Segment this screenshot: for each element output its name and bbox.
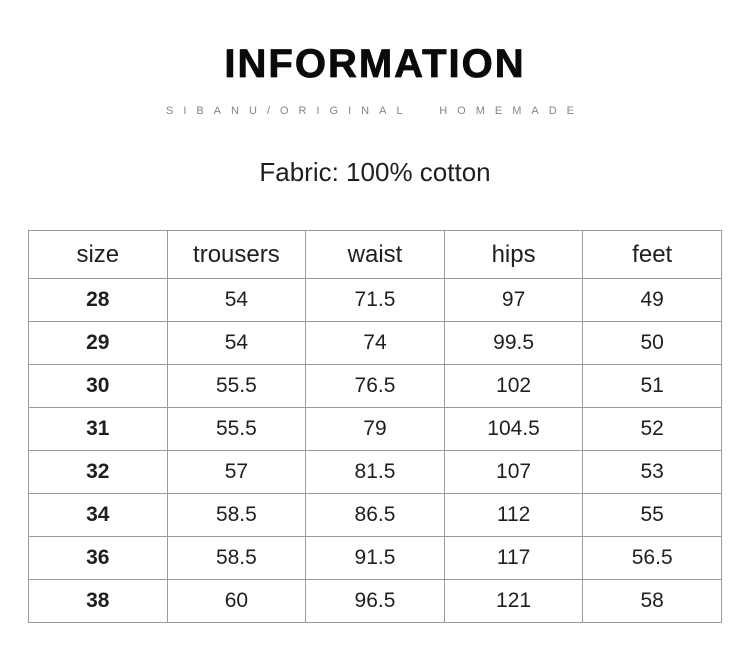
- waist-cell: 71.5: [305, 278, 445, 322]
- size-cell: 28: [28, 278, 168, 322]
- table-row: 28 54 71.5 97 49: [28, 278, 722, 322]
- trousers-cell: 55.5: [166, 407, 307, 451]
- brand-subtitle: SIBANU/ORIGINAL HOMEMADE: [165, 105, 584, 117]
- page-title: INFORMATION: [224, 42, 526, 87]
- feet-cell: 50: [582, 321, 722, 365]
- waist-cell: 81.5: [305, 450, 445, 494]
- fabric-description: Fabric: 100% cotton: [259, 157, 491, 187]
- feet-cell: 49: [582, 278, 722, 322]
- trousers-cell: 57: [166, 450, 307, 494]
- table-row: 36 58.5 91.5 117 56.5: [28, 536, 722, 580]
- trousers-cell: 54: [166, 321, 307, 365]
- table-row: 30 55.5 76.5 102 51: [28, 364, 722, 408]
- column-header-feet: feet: [582, 230, 722, 279]
- size-cell: 31: [28, 407, 168, 451]
- hips-cell: 102: [443, 364, 584, 408]
- hips-cell: 97: [443, 278, 584, 322]
- header-row: size trousers waist hips feet: [28, 230, 722, 279]
- hips-cell: 117: [443, 536, 584, 580]
- feet-cell: 56.5: [582, 536, 722, 580]
- column-header-hips: hips: [443, 230, 584, 279]
- hips-cell: 121: [443, 579, 584, 623]
- size-cell: 29: [28, 321, 168, 365]
- waist-cell: 79: [305, 407, 445, 451]
- feet-cell: 52: [582, 407, 722, 451]
- table-row: 38 60 96.5 121 58: [28, 579, 722, 623]
- trousers-cell: 60: [166, 579, 307, 623]
- size-cell: 30: [28, 364, 168, 408]
- trousers-cell: 58.5: [166, 493, 307, 537]
- hips-cell: 99.5: [443, 321, 584, 365]
- waist-cell: 86.5: [305, 493, 445, 537]
- waist-cell: 96.5: [305, 579, 445, 623]
- feet-cell: 53: [582, 450, 722, 494]
- waist-cell: 91.5: [305, 536, 445, 580]
- hips-cell: 112: [443, 493, 584, 537]
- size-cell: 38: [28, 579, 168, 623]
- table-row: 34 58.5 86.5 112 55: [28, 493, 722, 537]
- column-header-size: size: [28, 230, 168, 279]
- trousers-cell: 55.5: [166, 364, 307, 408]
- size-cell: 34: [28, 493, 168, 537]
- feet-cell: 51: [582, 364, 722, 408]
- table-row: 29 54 74 99.5 50: [28, 321, 722, 365]
- trousers-cell: 58.5: [166, 536, 307, 580]
- waist-cell: 76.5: [305, 364, 445, 408]
- column-header-waist: waist: [305, 230, 445, 279]
- table-row: 31 55.5 79 104.5 52: [28, 407, 722, 451]
- size-cell: 36: [28, 536, 168, 580]
- hips-cell: 104.5: [443, 407, 584, 451]
- feet-cell: 55: [582, 493, 722, 537]
- size-chart-table: size trousers waist hips feet 28 54 71.5…: [28, 230, 722, 623]
- size-chart-header: size trousers waist hips feet: [28, 230, 722, 279]
- size-cell: 32: [28, 450, 168, 494]
- column-header-trousers: trousers: [166, 230, 307, 279]
- trousers-cell: 54: [166, 278, 307, 322]
- hips-cell: 107: [443, 450, 584, 494]
- feet-cell: 58: [582, 579, 722, 623]
- table-row: 32 57 81.5 107 53: [28, 450, 722, 494]
- size-chart-body: 28 54 71.5 97 49 29 54 74 99.5 50 30 55.…: [28, 278, 722, 623]
- waist-cell: 74: [305, 321, 445, 365]
